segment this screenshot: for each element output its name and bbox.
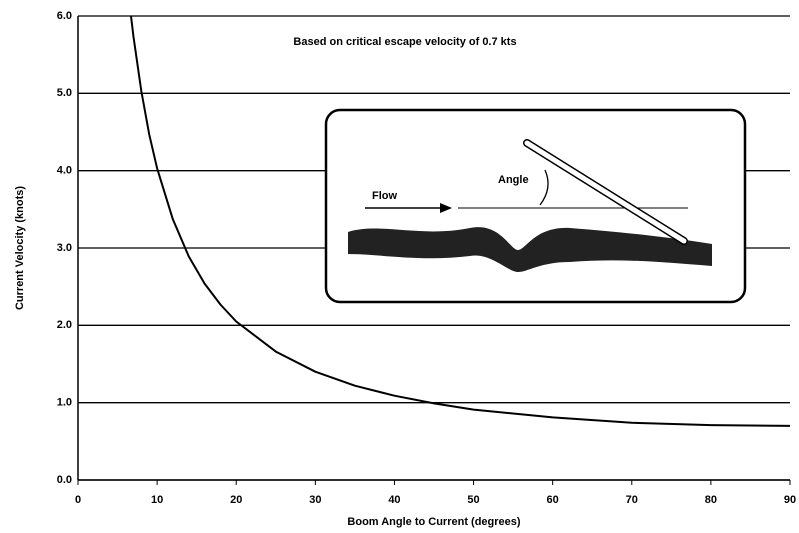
x-tick-label: 90 xyxy=(784,494,796,506)
flow-arrowhead xyxy=(440,203,452,213)
x-tick-label: 10 xyxy=(151,494,163,506)
y-tick-label: 2.0 xyxy=(57,319,72,331)
x-tick-label: 70 xyxy=(626,494,638,506)
x-tick-label: 80 xyxy=(705,494,717,506)
inset-label: Flow xyxy=(372,190,397,202)
boom-debris xyxy=(348,227,712,272)
inset-frame xyxy=(324,108,747,304)
y-tick-label: 0.0 xyxy=(57,474,72,486)
x-tick-label: 60 xyxy=(547,494,559,506)
y-tick-label: 4.0 xyxy=(57,165,72,177)
data-line xyxy=(130,15,791,427)
y-axis-label: Current Velocity (knots) xyxy=(14,186,26,310)
angle-arc xyxy=(539,169,549,206)
x-tick-label: 0 xyxy=(75,494,81,506)
y-tick-label: 5.0 xyxy=(57,87,72,99)
y-tick-label: 6.0 xyxy=(57,10,72,22)
y-tick-label: 1.0 xyxy=(57,397,72,409)
x-tick-label: 50 xyxy=(467,494,479,506)
annotation: Based on critical escape velocity of 0.7… xyxy=(293,36,516,48)
y-tick-label: 3.0 xyxy=(57,242,72,254)
boom-inner xyxy=(524,140,687,244)
inset-label: Angle xyxy=(498,174,529,186)
inset-diagram: Flow Angle xyxy=(324,108,747,304)
x-tick-label: 20 xyxy=(230,494,242,506)
x-tick-label: 40 xyxy=(388,494,400,506)
x-tick-label: 30 xyxy=(309,494,321,506)
x-axis-label: Boom Angle to Current (degrees) xyxy=(347,516,520,528)
